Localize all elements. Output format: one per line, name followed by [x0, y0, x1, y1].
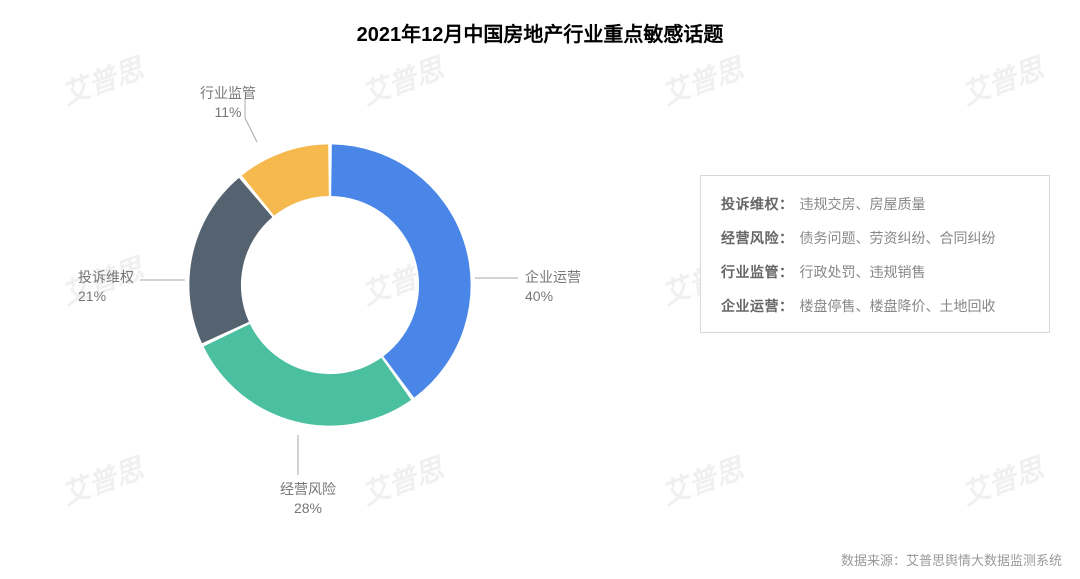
label-企业运营: 企业运营40%	[525, 268, 581, 306]
legend-key: 投诉维权	[721, 194, 794, 214]
legend-val: 违规交房、房屋质量	[800, 194, 1030, 214]
donut-svg	[180, 135, 480, 435]
label-pct: 40%	[525, 287, 581, 306]
data-source: 数据来源：艾普思舆情大数据监测系统	[841, 550, 1062, 569]
label-经营风险: 经营风险28%	[280, 480, 336, 518]
legend-val: 楼盘停售、楼盘降价、土地回收	[800, 296, 1030, 316]
chart-root: 艾普思艾普思艾普思艾普思艾普思艾普思艾普思艾普思艾普思艾普思艾普思艾普思 202…	[0, 0, 1080, 579]
legend-row: 企业运营楼盘停售、楼盘降价、土地回收	[721, 296, 1029, 316]
label-pct: 28%	[280, 499, 336, 518]
label-投诉维权: 投诉维权21%	[78, 268, 134, 306]
legend-key: 经营风险	[721, 228, 794, 248]
label-name: 投诉维权	[78, 268, 134, 287]
legend-val: 债务问题、劳资纠纷、合同纠纷	[800, 228, 1030, 248]
legend-key: 企业运营	[721, 296, 794, 316]
source-prefix: 数据来源：	[841, 553, 906, 568]
label-行业监管: 行业监管11%	[200, 84, 256, 122]
label-name: 企业运营	[525, 268, 581, 287]
watermark: 艾普思	[956, 47, 1049, 113]
slice-经营风险	[204, 324, 412, 426]
slice-企业运营	[331, 144, 470, 397]
legend-row: 行业监管行政处罚、违规销售	[721, 262, 1029, 282]
legend-box: 投诉维权违规交房、房屋质量经营风险债务问题、劳资纠纷、合同纠纷行业监管行政处罚、…	[700, 175, 1050, 333]
legend-row: 经营风险债务问题、劳资纠纷、合同纠纷	[721, 228, 1029, 248]
label-name: 经营风险	[280, 480, 336, 499]
label-pct: 11%	[200, 103, 256, 122]
label-pct: 21%	[78, 287, 134, 306]
watermark: 艾普思	[656, 447, 749, 513]
source-text: 艾普思舆情大数据监测系统	[906, 553, 1062, 568]
label-name: 行业监管	[200, 84, 256, 103]
donut-chart: 企业运营40% 经营风险28% 投诉维权21% 行业监管11%	[70, 80, 590, 550]
watermark: 艾普思	[956, 447, 1049, 513]
legend-key: 行业监管	[721, 262, 794, 282]
slice-投诉维权	[189, 178, 272, 343]
chart-title: 2021年12月中国房地产行业重点敏感话题	[0, 18, 1080, 47]
legend-row: 投诉维权违规交房、房屋质量	[721, 194, 1029, 214]
watermark: 艾普思	[656, 47, 749, 113]
legend-val: 行政处罚、违规销售	[800, 262, 1030, 282]
